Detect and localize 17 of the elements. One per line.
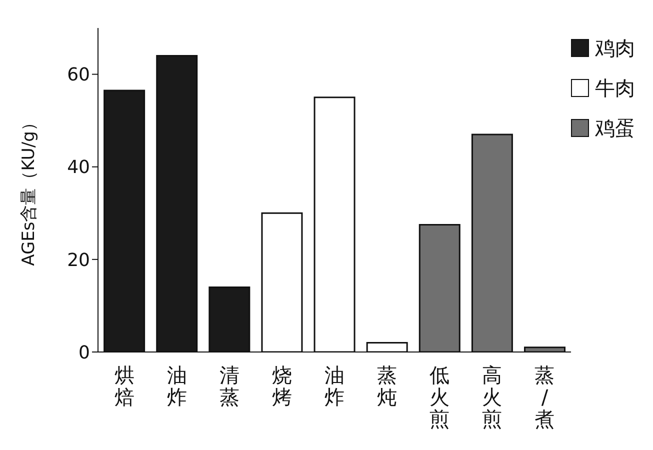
x-tick-label: 蒸/煮	[534, 363, 555, 431]
y-tick-label: 0	[78, 342, 90, 364]
y-axis-title: AGEs含量（KU/g）	[19, 114, 40, 266]
x-tick-label: 清蒸	[219, 363, 240, 409]
legend-label: 鸡蛋	[595, 114, 635, 142]
x-tick-label: 蒸炖	[377, 363, 398, 409]
x-tick-label: 烘焙	[114, 363, 134, 409]
x-tick-label: 油炸	[324, 363, 344, 409]
x-tick-label: 高火煎	[482, 363, 502, 431]
legend-label: 牛肉	[595, 74, 635, 102]
legend-label: 鸡肉	[595, 34, 635, 62]
y-tick-label: 20	[67, 250, 90, 271]
x-tick-label: 油炸	[166, 363, 187, 409]
x-tick-label: 烧烤	[272, 363, 292, 409]
y-tick-label: 60	[67, 64, 90, 86]
x-tick-label: 低火煎	[430, 363, 450, 431]
y-tick-label: 40	[67, 157, 90, 178]
